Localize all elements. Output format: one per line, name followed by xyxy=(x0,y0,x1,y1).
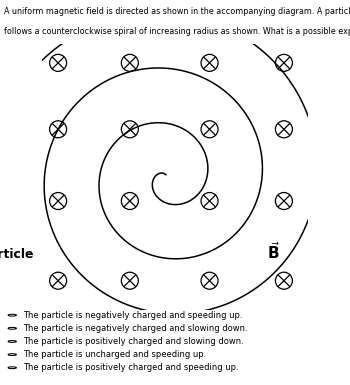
Text: A uniform magnetic field is directed as shown in the accompanying diagram. A par: A uniform magnetic field is directed as … xyxy=(4,7,350,16)
Text: The particle is positively charged and slowing down.: The particle is positively charged and s… xyxy=(23,337,244,346)
Text: The particle is negatively charged and speeding up.: The particle is negatively charged and s… xyxy=(23,311,242,320)
Text: The particle is uncharged and speeding up.: The particle is uncharged and speeding u… xyxy=(23,350,206,359)
Text: follows a counterclockwise spiral of increasing radius as shown. What is a possi: follows a counterclockwise spiral of inc… xyxy=(4,27,350,37)
Text: particle: particle xyxy=(0,248,33,261)
Text: The particle is negatively charged and slowing down.: The particle is negatively charged and s… xyxy=(23,324,247,333)
Text: The particle is positively charged and speeding up.: The particle is positively charged and s… xyxy=(23,363,238,372)
Text: $\vec{\mathbf{B}}$: $\vec{\mathbf{B}}$ xyxy=(267,241,280,262)
